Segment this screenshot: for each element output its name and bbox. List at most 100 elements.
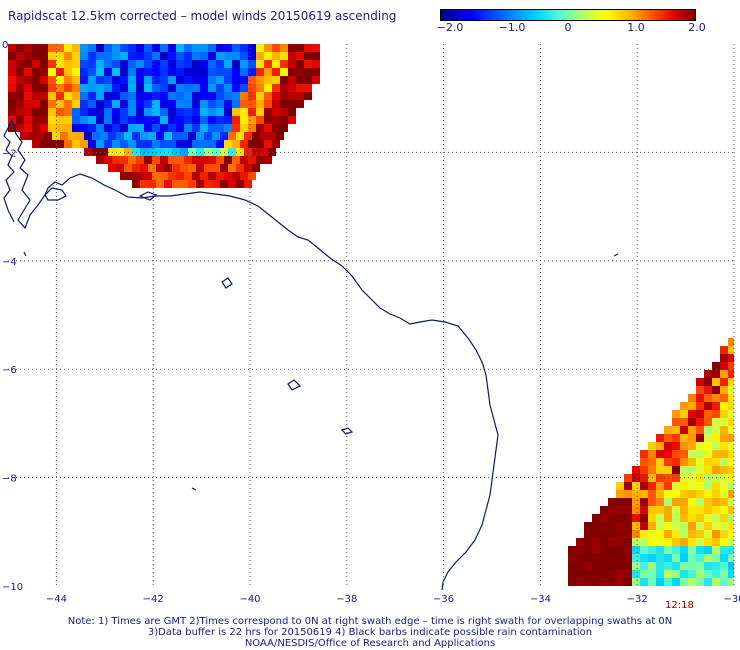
wind-cell [296,52,304,60]
wind-cell [16,108,24,116]
wind-cell [228,180,236,188]
wind-cell [688,570,696,578]
wind-cell [176,140,184,148]
wind-cell [8,84,16,92]
wind-cell [216,76,224,84]
wind-cell [72,52,80,60]
wind-cell [48,140,56,148]
wind-cell [680,498,688,506]
wind-cell [632,570,640,578]
wind-cell [64,52,72,60]
wind-cell [624,482,632,490]
wind-cell [616,554,624,562]
wind-cell [248,84,256,92]
wind-cell [688,578,696,586]
wind-cell [720,442,728,450]
wind-cell [656,538,664,546]
wind-cell [168,156,176,164]
wind-cell [176,116,184,124]
wind-cell [240,100,248,108]
wind-cell [152,52,160,60]
wind-cell [172,164,180,172]
wind-cell [232,156,240,164]
wind-cell [648,514,656,522]
wind-cell [144,100,152,108]
wind-cell [616,498,624,506]
wind-cell [216,108,224,116]
wind-cell [168,52,176,60]
wind-cell [104,124,112,132]
wind-cell [720,538,728,546]
wind-cell [688,442,696,450]
wind-cell [168,84,176,92]
wind-cell [112,108,120,116]
wind-cell [128,76,136,84]
wind-cell [36,132,44,140]
wind-cell [200,124,208,132]
wind-cell [616,514,624,522]
wind-cell [296,44,304,52]
wind-cell [80,60,88,68]
wind-cell [112,156,120,164]
wind-cell [712,554,720,562]
wind-cell [232,172,240,180]
wind-cell [48,60,56,68]
wind-cell [648,482,656,490]
wind-cell [244,132,252,140]
wind-cell [160,156,168,164]
wind-cell [704,514,712,522]
wind-cell [152,172,160,180]
wind-cell [288,76,296,84]
wind-cell [232,140,240,148]
wind-cell [648,450,656,458]
wind-cell [600,538,608,546]
wind-cell [680,490,688,498]
wind-cell [704,490,712,498]
wind-cell [128,84,136,92]
wind-cell [144,140,152,148]
wind-cell [648,578,656,586]
wind-cell [600,562,608,570]
wind-cell [704,522,712,530]
wind-cell [272,100,280,108]
wind-cell [72,60,80,68]
wind-cell [88,60,96,68]
wind-cell [56,140,64,148]
wind-cell [224,84,232,92]
wind-cell [664,450,672,458]
wind-cell [600,506,608,514]
wind-cell [712,506,720,514]
wind-cell [80,124,88,132]
wind-cell [168,92,176,100]
wind-cell [152,60,160,68]
wind-cell [80,76,88,84]
wind-cell [256,60,264,68]
wind-cell [168,140,176,148]
wind-cell [680,458,688,466]
wind-cell [204,180,212,188]
wind-cell [192,140,200,148]
wind-cell [696,546,704,554]
wind-cell [224,76,232,84]
wind-cell [88,108,96,116]
wind-cell [140,180,148,188]
wind-cell [8,92,16,100]
wind-cell [720,346,728,354]
wind-cell [128,100,136,108]
wind-cell [688,434,696,442]
wind-cell [664,538,672,546]
wind-cell [632,578,640,586]
wind-cell [88,100,96,108]
wind-cell [104,108,112,116]
wind-cell [728,554,734,562]
wind-cell [680,466,688,474]
wind-cell [220,132,228,140]
wind-cell [200,52,208,60]
map-title: Rapidscat 12.5km corrected – model winds… [8,9,397,23]
wind-cell [584,578,592,586]
wind-cell [304,92,312,100]
wind-cell [200,100,208,108]
wind-cell [120,84,128,92]
wind-cell [120,76,128,84]
wind-cell [124,164,132,172]
